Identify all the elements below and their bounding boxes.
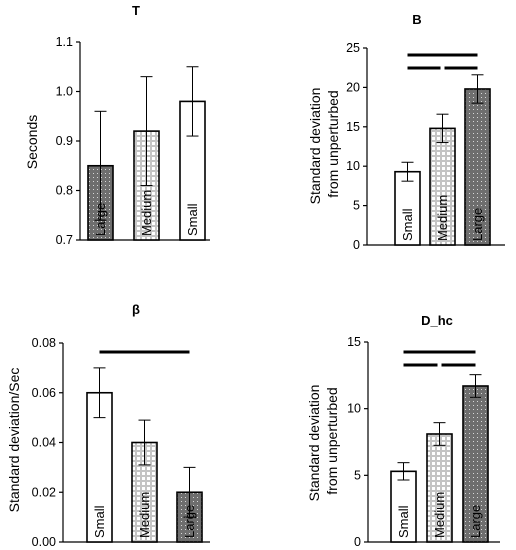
bar <box>390 470 417 543</box>
y-tick-label: 20 <box>346 80 360 94</box>
y-tick-label: 0.7 <box>56 233 73 247</box>
y-tick-label: 5 <box>354 468 361 482</box>
bar-label: Small <box>185 203 200 236</box>
y-tick-label: 0.06 <box>32 386 56 400</box>
bar-label: Small <box>92 505 107 538</box>
y-axis-label-line-1: Standard deviation <box>307 88 323 205</box>
panel-beta: β Standard deviation/Sec 0.00 0.02 0.04 0.0… <box>6 302 210 549</box>
bar-label: Medium <box>435 195 450 241</box>
y-tick-label: 5 <box>353 199 360 213</box>
y-tick-label: 15 <box>346 120 360 134</box>
y-axis-label: Standard deviation/Sec <box>6 368 22 513</box>
y-tick-label: 1.0 <box>56 85 73 99</box>
y-axis-label-line-1: Standard deviation <box>306 385 322 502</box>
y-tick-label: 15 <box>347 335 361 349</box>
y-tick-label: 0.8 <box>56 184 73 198</box>
chart-title: B <box>412 12 421 27</box>
panel-t: T Seconds 0.7 0.8 0.9 1.0 1.1 Large Medium Sma… <box>24 3 210 247</box>
y-tick-label: 0.08 <box>32 336 56 350</box>
y-tick-label: 0 <box>354 535 361 549</box>
y-axis-label-line-2: from unperturbed <box>325 90 341 197</box>
bar <box>429 127 456 246</box>
y-tick-label: 0.02 <box>32 485 56 499</box>
y-tick-label: 0.9 <box>56 134 73 148</box>
bar-label: Small <box>400 208 415 241</box>
y-tick-label: 1.1 <box>56 35 73 49</box>
chart-title: D_hc <box>421 313 453 328</box>
bar-label: Small <box>396 505 411 538</box>
bar <box>462 385 489 543</box>
bar-label: Large <box>182 505 197 538</box>
y-axis-label: Standard deviation from unperturbed <box>306 381 340 502</box>
y-axis-label: Standard deviation from unperturbed <box>307 84 341 205</box>
chart-title: β <box>132 302 140 317</box>
y-tick-label: 10 <box>347 402 361 416</box>
y-axis-label-line-2: from unperturbed <box>324 387 340 494</box>
y-tick-label: 25 <box>346 41 360 55</box>
panel-dhc: D_hc Standard deviation from unperturbed… <box>306 313 500 549</box>
panel-b: B Standard deviation from unperturbed 0 5… <box>307 12 505 252</box>
y-tick-label: 0.00 <box>32 535 56 549</box>
y-tick-label: 0 <box>353 238 360 252</box>
y-tick-label: 0.04 <box>32 436 56 450</box>
y-axis-label: Seconds <box>24 115 40 169</box>
bar-label: Medium <box>432 492 447 538</box>
y-tick-label: 10 <box>346 159 360 173</box>
bar-label: Large <box>470 208 485 241</box>
bar-label: Large <box>468 505 483 538</box>
bar <box>426 433 453 543</box>
bar-label: Large <box>93 203 108 236</box>
chart-title: T <box>132 3 140 18</box>
bar-label: Medium <box>137 492 152 538</box>
bar-label: Medium <box>139 190 154 236</box>
